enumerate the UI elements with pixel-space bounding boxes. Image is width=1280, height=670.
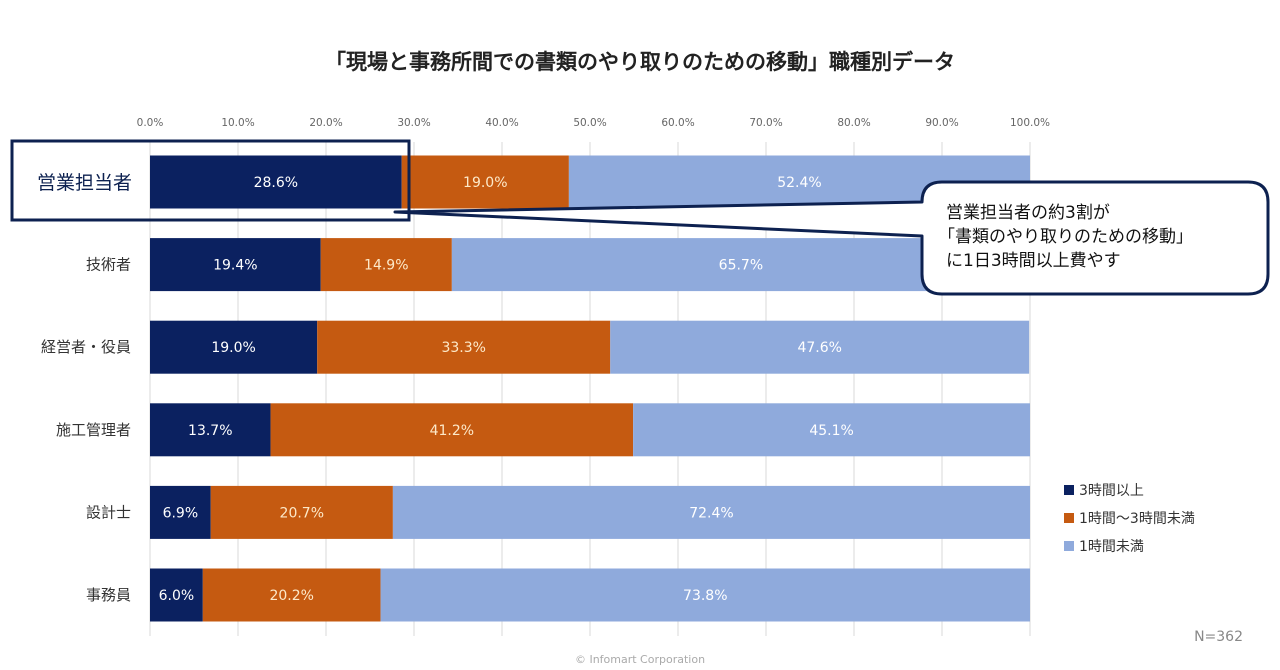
data-label: 19.4% bbox=[213, 258, 257, 274]
x-tick-label: 40.0% bbox=[485, 117, 518, 129]
category-label: 事務員 bbox=[86, 586, 131, 604]
x-axis-ticks: 0.0% 10.0% 20.0% 30.0% 40.0% 50.0% 60.0% 70.0% 8… bbox=[137, 117, 1050, 129]
data-label: 6.0% bbox=[159, 588, 195, 604]
data-label: 41.2% bbox=[430, 423, 474, 439]
bar-segment bbox=[392, 485, 1030, 539]
data-label: 73.8% bbox=[683, 588, 727, 604]
callout-text-line: 「書類のやり取りのための移動」 bbox=[938, 227, 1193, 247]
annotation-callout: 営業担当者の約3割が「書類のやり取りのための移動」に1日3時間以上費やす bbox=[10, 139, 1270, 296]
data-label: 33.3% bbox=[441, 340, 485, 356]
legend-label: 1時間〜3時間未満 bbox=[1079, 511, 1195, 527]
callout-bubble bbox=[393, 180, 1270, 296]
legend-swatch bbox=[1064, 485, 1074, 495]
category-label: 営業担当者 bbox=[37, 172, 132, 194]
bar-segment bbox=[210, 485, 393, 539]
bar-segment bbox=[380, 568, 1030, 622]
sample-size-label: N=362 bbox=[1194, 629, 1243, 645]
data-label: 52.4% bbox=[777, 175, 821, 191]
data-label: 28.6% bbox=[254, 175, 298, 191]
data-label: 20.7% bbox=[280, 505, 324, 521]
bar-segment bbox=[150, 320, 318, 374]
chart-title: 「現場と事務所間での書類のやり取りのための移動」職種別データ bbox=[325, 50, 955, 74]
bar-segment bbox=[610, 320, 1030, 374]
x-tick-label: 30.0% bbox=[397, 117, 430, 129]
bar-segment bbox=[150, 155, 402, 209]
data-label: 19.0% bbox=[211, 340, 255, 356]
bar-segment bbox=[150, 403, 271, 457]
data-label: 13.7% bbox=[188, 423, 232, 439]
x-tick-label: 50.0% bbox=[573, 117, 606, 129]
x-tick-label: 10.0% bbox=[221, 117, 254, 129]
bar-segment bbox=[202, 568, 381, 622]
legend-swatch bbox=[1064, 513, 1074, 523]
bar-segment bbox=[317, 320, 611, 374]
x-tick-label: 80.0% bbox=[837, 117, 870, 129]
data-label: 65.7% bbox=[719, 258, 763, 274]
data-label: 45.1% bbox=[809, 423, 853, 439]
data-label: 19.0% bbox=[463, 175, 507, 191]
copyright-footer: © Infomart Corporation bbox=[575, 653, 705, 666]
legend-label: 1時間未満 bbox=[1079, 539, 1144, 555]
callout-text-line: 営業担当者の約3割が bbox=[946, 203, 1110, 223]
legend-swatch bbox=[1064, 541, 1074, 551]
bar-segment bbox=[633, 403, 1030, 457]
data-label: 72.4% bbox=[689, 505, 733, 521]
category-label: 施工管理者 bbox=[56, 421, 131, 439]
data-label: 47.6% bbox=[797, 340, 841, 356]
bar-segment bbox=[150, 485, 211, 539]
bar-segment bbox=[320, 238, 452, 292]
x-tick-label: 0.0% bbox=[137, 117, 164, 129]
bar-segment bbox=[150, 568, 203, 622]
callout-text-line: に1日3時間以上費やす bbox=[946, 251, 1121, 271]
x-tick-label: 90.0% bbox=[925, 117, 958, 129]
data-label: 6.9% bbox=[163, 505, 199, 521]
highlight-box bbox=[10, 139, 411, 222]
data-label: 20.2% bbox=[269, 588, 313, 604]
x-tick-label: 70.0% bbox=[749, 117, 782, 129]
legend: 3時間以上 1時間〜3時間未満 1時間未満 bbox=[1064, 483, 1195, 555]
x-tick-label: 100.0% bbox=[1010, 117, 1050, 129]
data-label: 14.9% bbox=[364, 258, 408, 274]
bar-segment bbox=[270, 403, 634, 457]
category-label: 経営者・役員 bbox=[41, 338, 131, 356]
bar-segment bbox=[401, 155, 569, 209]
bar-segment bbox=[150, 238, 321, 292]
category-label: 設計士 bbox=[86, 503, 131, 521]
category-label: 技術者 bbox=[86, 256, 131, 274]
legend-label: 3時間以上 bbox=[1079, 483, 1144, 499]
x-tick-label: 60.0% bbox=[661, 117, 694, 129]
x-tick-label: 20.0% bbox=[309, 117, 342, 129]
